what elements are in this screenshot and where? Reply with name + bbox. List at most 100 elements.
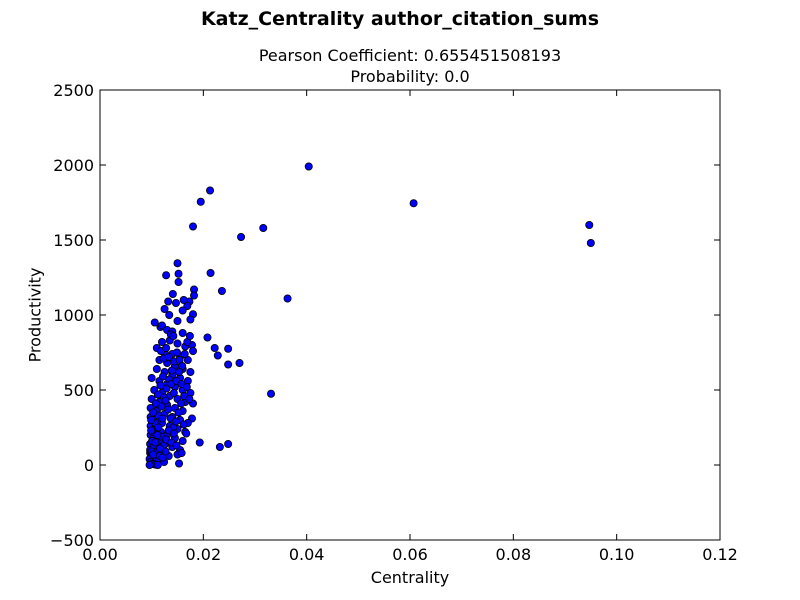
chart-subtitle-pearson: Pearson Coefficient: 0.655451508193 [258, 46, 562, 65]
data-point [169, 331, 178, 340]
data-point [178, 436, 187, 445]
x-tick-label: 0.10 [599, 545, 635, 564]
data-point [169, 429, 178, 438]
data-point [174, 277, 183, 286]
data-point [153, 460, 162, 469]
data-point [171, 417, 180, 426]
data-point [145, 460, 154, 469]
data-point [206, 268, 215, 277]
data-point [186, 367, 195, 376]
data-point [147, 415, 156, 424]
data-point [179, 295, 188, 304]
chart-subtitle-probability: Probability: 0.0 [350, 67, 470, 86]
data-point [154, 423, 163, 432]
data-point [179, 420, 188, 429]
x-tick-label: 0.00 [82, 545, 118, 564]
data-point [177, 399, 186, 408]
data-point [156, 381, 165, 390]
data-point [157, 321, 166, 330]
y-tick-label: 1000 [53, 306, 94, 325]
y-axis-label: Productivity [25, 267, 45, 363]
data-point [164, 405, 173, 414]
x-axis-ticks: 0.00 0.02 0.04 0.06 0.08 0.10 0.12 [82, 90, 738, 564]
data-point [186, 315, 195, 324]
data-point [178, 306, 187, 315]
data-point [224, 360, 233, 369]
data-point [235, 358, 244, 367]
data-point [304, 162, 313, 171]
data-point [164, 352, 173, 361]
data-point [149, 408, 158, 417]
data-point [188, 222, 197, 231]
data-point [161, 396, 170, 405]
data-point [196, 197, 205, 206]
data-point [159, 372, 168, 381]
data-point [162, 271, 171, 280]
y-tick-label: 0 [84, 456, 94, 475]
x-tick-label: 0.04 [289, 545, 325, 564]
data-point [147, 426, 156, 435]
data-point [177, 448, 186, 457]
data-point [151, 438, 160, 447]
x-tick-label: 0.12 [702, 545, 738, 564]
y-tick-label: 1500 [53, 231, 94, 250]
data-point [158, 414, 167, 423]
data-points [145, 162, 595, 469]
data-point [182, 429, 191, 438]
data-point [152, 364, 161, 373]
data-point [175, 367, 184, 376]
data-point [585, 220, 594, 229]
data-point [173, 259, 182, 268]
data-point [169, 388, 178, 397]
y-tick-label: 2000 [53, 156, 94, 175]
data-point [160, 304, 169, 313]
data-point [188, 346, 197, 355]
y-tick-label: −500 [50, 531, 94, 550]
data-point [149, 450, 158, 459]
data-point [153, 430, 162, 439]
data-point [185, 394, 194, 403]
data-point [195, 438, 204, 447]
data-point [153, 390, 162, 399]
data-point [224, 344, 233, 353]
data-point [157, 337, 166, 346]
data-point [178, 328, 187, 337]
data-point [203, 333, 212, 342]
data-point [206, 186, 215, 195]
chart-suptitle: Katz_Centrality author_citation_sums [200, 8, 600, 30]
data-point [167, 366, 176, 375]
data-point [174, 408, 183, 417]
data-point [210, 343, 219, 352]
data-point [155, 444, 164, 453]
data-point [164, 297, 173, 306]
data-point [190, 291, 199, 300]
data-point [150, 318, 159, 327]
x-axis-label: Centrality [370, 568, 450, 587]
data-point [151, 399, 160, 408]
data-point [283, 294, 292, 303]
data-point [165, 310, 174, 319]
data-point [215, 442, 224, 451]
data-point [173, 339, 182, 348]
data-point [267, 389, 276, 398]
x-tick-label: 0.08 [496, 545, 532, 564]
data-point [185, 331, 194, 340]
data-point [217, 286, 226, 295]
data-point [182, 382, 191, 391]
data-point [175, 459, 184, 468]
data-point [162, 343, 171, 352]
data-point [174, 269, 183, 278]
data-point [180, 349, 189, 358]
x-tick-label: 0.06 [392, 545, 428, 564]
y-tick-label: 500 [63, 381, 94, 400]
x-tick-label: 0.02 [186, 545, 222, 564]
data-point [224, 439, 233, 448]
data-point [171, 298, 180, 307]
data-point [168, 289, 177, 298]
data-point [172, 348, 181, 357]
y-axis-ticks: −500 0 500 1000 1500 2000 2500 [50, 81, 720, 550]
data-point [147, 373, 156, 382]
data-point [173, 316, 182, 325]
data-point [237, 232, 246, 241]
